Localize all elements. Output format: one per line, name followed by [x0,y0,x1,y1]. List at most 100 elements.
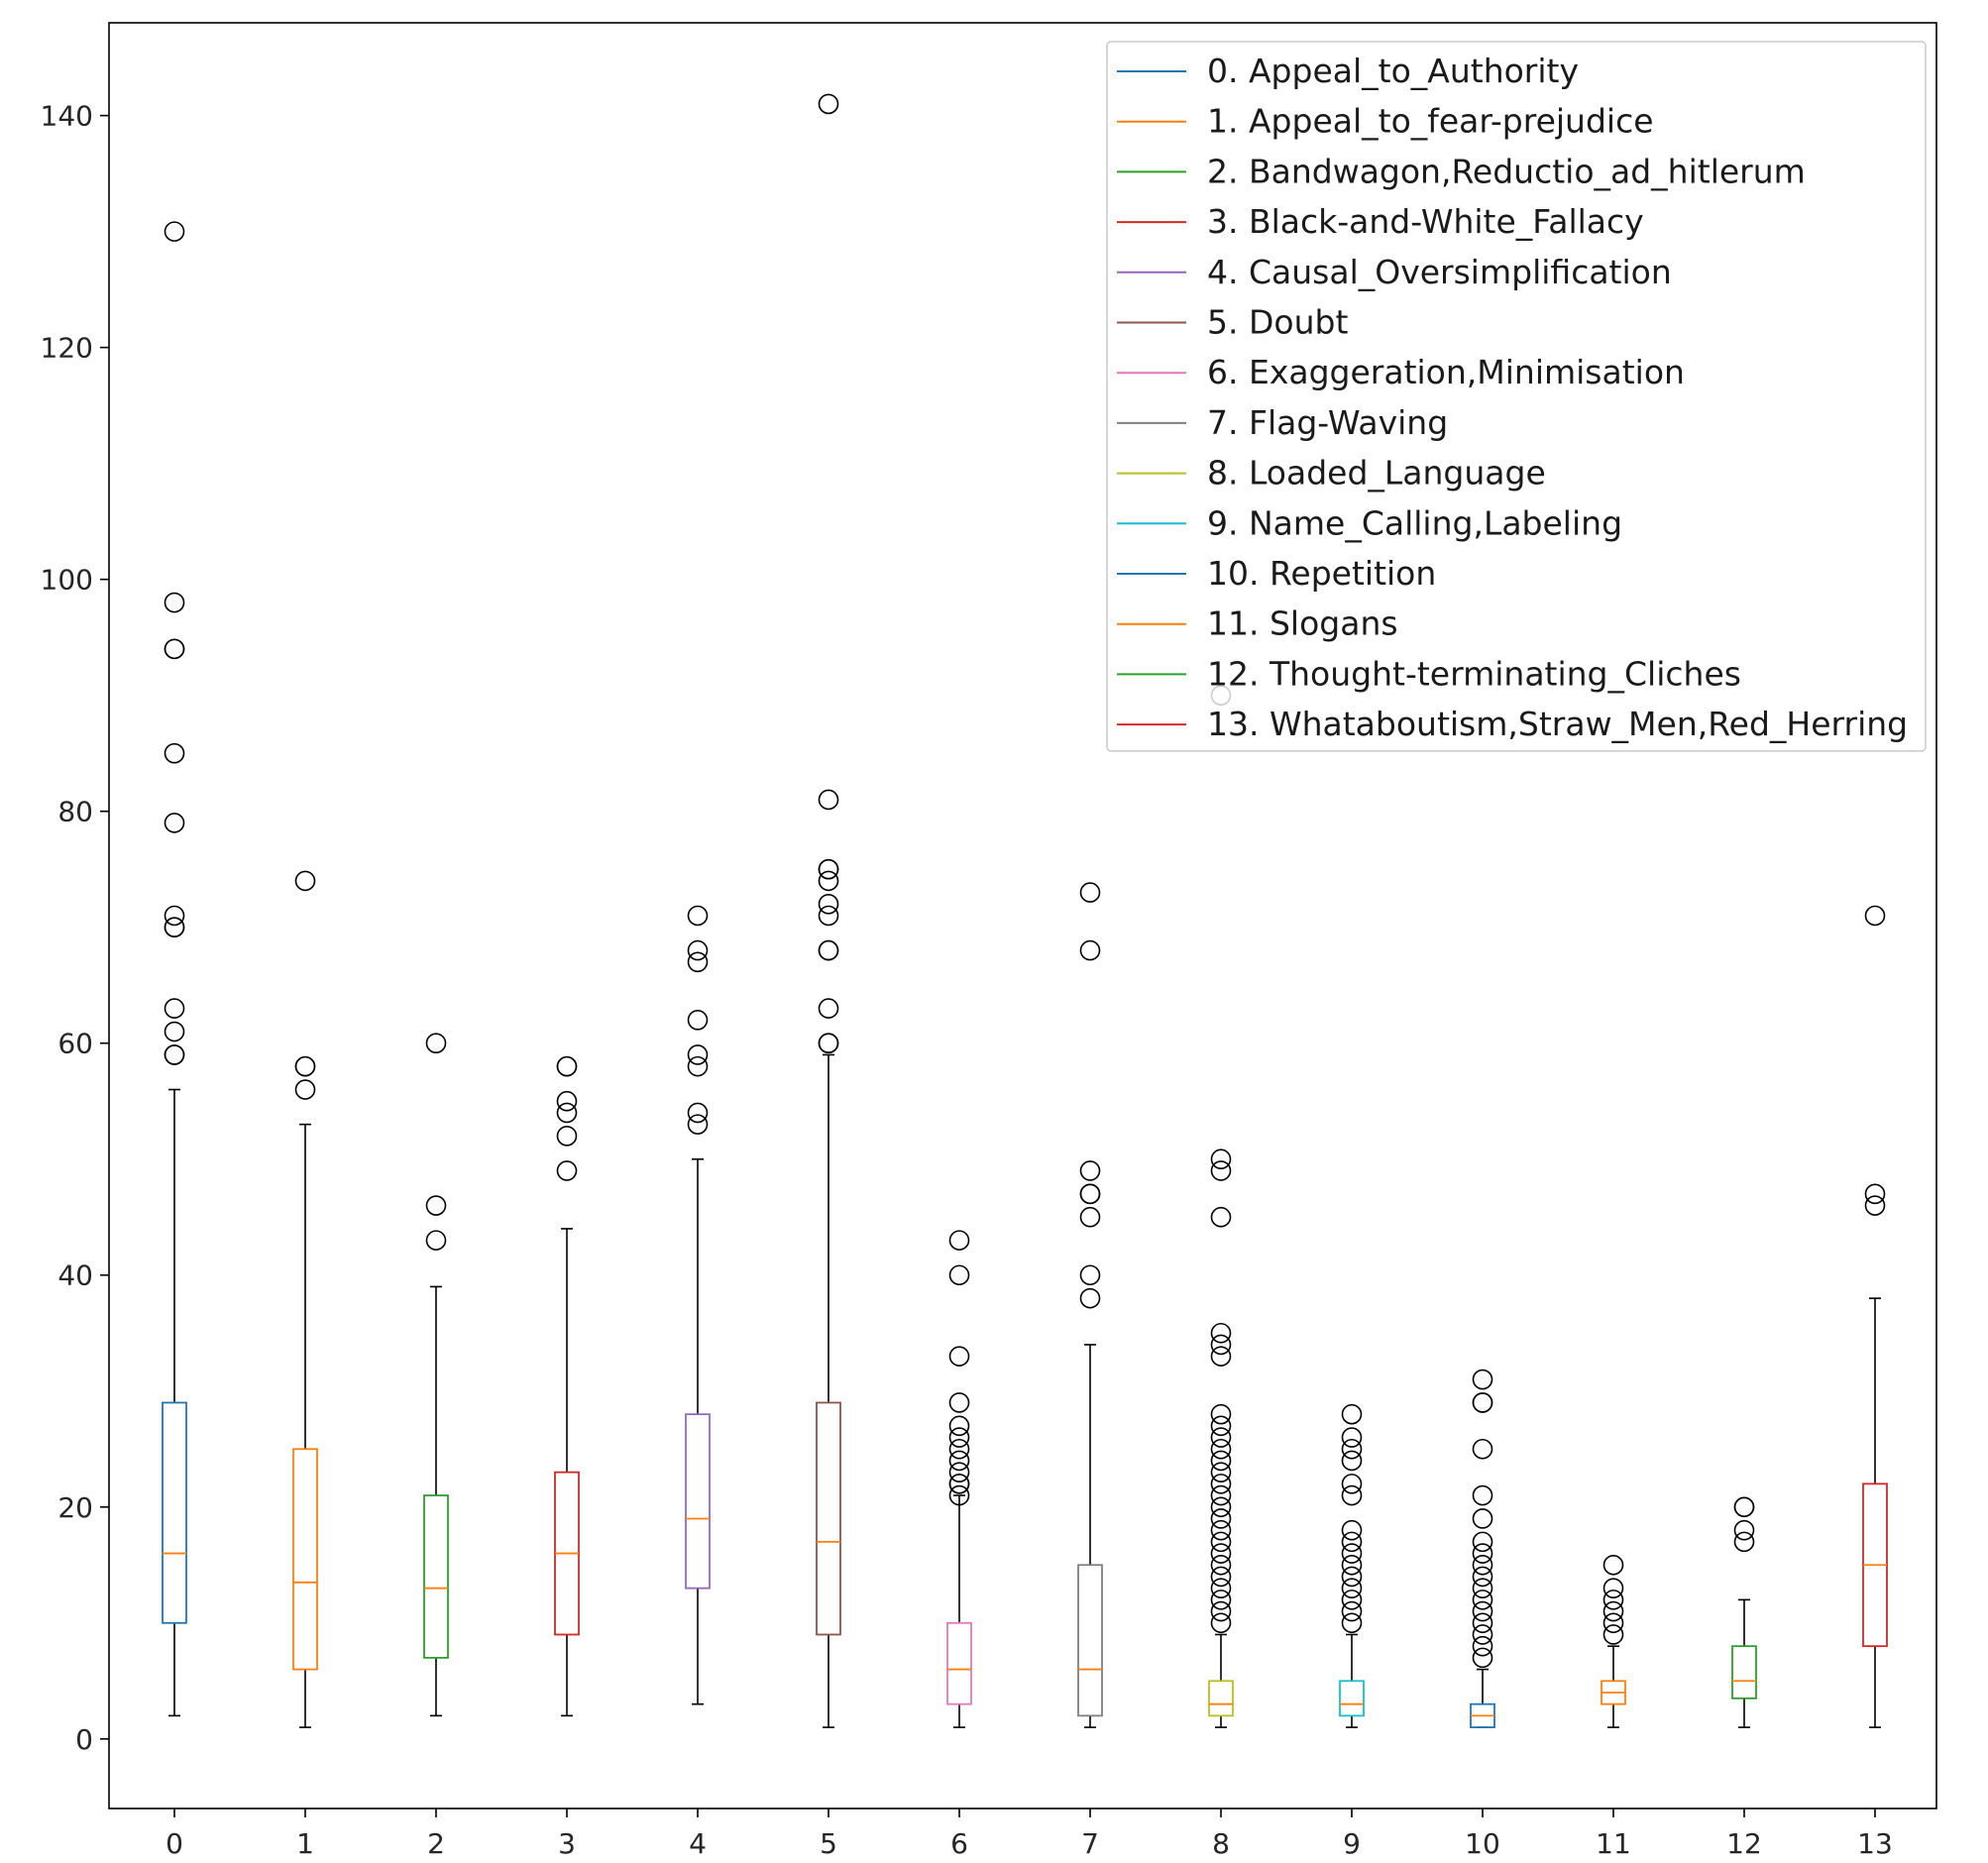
box-series-13 [1862,1297,1888,1728]
outlier-point [1864,1195,1886,1216]
outlier-point [1079,939,1101,961]
outlier-point [1210,1322,1232,1344]
outlier-point [1472,1531,1493,1553]
outlier-point [164,638,185,660]
outlier-point [818,905,839,927]
outlier-point [1472,1635,1493,1657]
outlier-point [556,1102,578,1124]
box-series-5 [816,1053,841,1728]
legend-entry-5: 5. Doubt [1117,303,1348,342]
outlier-point [1341,1589,1363,1610]
outlier-point [687,1010,709,1031]
outlier-point [948,1230,970,1251]
outlier-point [1210,1612,1232,1634]
legend-frame [1106,41,1927,752]
outlier-point [1341,1543,1363,1564]
x-tick-label: 9 [1343,1827,1361,1860]
outlier-point [1864,905,1886,927]
outlier-point [1472,1612,1493,1634]
outlier-point [1341,1450,1363,1472]
outlier-point [1733,1519,1755,1541]
outlier-point [1210,1519,1232,1541]
outlier-point [1210,1589,1232,1610]
x-tick-label: 11 [1596,1827,1631,1860]
box-iqr [685,1413,711,1589]
outlier-point [164,998,185,1019]
box-iqr [946,1621,972,1705]
outlier-point [948,1438,970,1460]
outlier-point [1472,1589,1493,1610]
outlier-point [164,1021,185,1042]
outlier-point [948,1264,970,1286]
box-iqr [423,1494,449,1659]
outlier-point [294,870,316,892]
legend-entry-6: 6. Exaggeration,Minimisation [1117,353,1685,391]
outlier-point [1210,1543,1232,1564]
outlier-point [1341,1554,1363,1576]
outlier-point [164,1044,185,1065]
y-tick-label: 140 [41,100,93,133]
outlier-point [164,905,185,927]
legend-label: 0. Appeal_to_Authority [1207,52,1579,90]
box-iqr [1077,1564,1103,1717]
outlier-point [818,998,839,1019]
x-axis: 0 1 2 3 4 5 6 7 8 9 10 11 12 13 [166,1808,1893,1860]
outlier-point [1079,882,1101,903]
outlier-point [1210,1566,1232,1588]
outlier-point [1472,1566,1493,1588]
outlier-point [1472,1543,1493,1564]
outliers-layer [164,93,1886,1669]
legend-label: 4. Causal_Oversimplification [1207,253,1672,291]
boxes-layer [162,1053,1888,1728]
y-tick-label: 100 [41,564,93,597]
outlier-point [1210,1206,1232,1228]
legend-entry-10: 10. Repetition [1117,554,1436,593]
outlier-point [1602,1624,1624,1645]
plot-frame [108,22,1937,1809]
outlier-point [687,1044,709,1065]
legend-label: 3. Black-and-White_Fallacy [1207,202,1644,241]
outlier-point [687,939,709,961]
y-tick-label: 80 [57,796,93,828]
legend-entry-0: 0. Appeal_to_Authority [1117,52,1579,90]
box-iqr [816,1401,841,1636]
outlier-point [556,1126,578,1147]
legend-entry-7: 7. Flag-Waving [1117,403,1448,442]
outlier-point [818,870,839,892]
outlier-point [948,1450,970,1472]
x-tick-label: 0 [166,1827,183,1860]
outlier-point [1210,1415,1232,1437]
outlier-point [425,1230,447,1251]
outlier-point [1341,1427,1363,1448]
outlier-point [294,1079,316,1100]
outlier-point [948,1474,970,1494]
outlier-point [556,1055,578,1077]
legend-label: 8. Loaded_Language [1207,454,1546,493]
x-tick-label: 3 [558,1827,576,1860]
outlier-point [1210,1554,1232,1576]
y-tick-label: 40 [57,1260,93,1292]
outlier-point [1341,1600,1363,1622]
outlier-point [1210,1160,1232,1181]
outlier-point [1079,1206,1101,1228]
outlier-point [1341,1519,1363,1541]
y-axis: 0 20 40 60 80 100 120 140 [41,100,109,1756]
outlier-point [1472,1578,1493,1598]
x-tick-label: 13 [1857,1827,1893,1860]
outlier-point [425,1195,447,1216]
legend-entry-12: 12. Thought-terminating_Cliches [1117,654,1741,693]
outlier-point [1602,1600,1624,1622]
box-series-3 [554,1228,580,1717]
outlier-point [948,1392,970,1413]
box-series-10 [1470,1668,1495,1728]
outlier-point [1210,1438,1232,1460]
outlier-point [1210,1427,1232,1448]
legend-entry-8: 8. Loaded_Language [1117,454,1546,493]
x-tick-label: 4 [689,1827,707,1860]
legend-label: 13. Whataboutism,Straw_Men,Red_Herring [1207,705,1908,743]
outlier-point [1472,1554,1493,1576]
box-iqr [1339,1680,1365,1717]
outlier-point [556,1090,578,1112]
outlier-point [1079,1183,1101,1205]
